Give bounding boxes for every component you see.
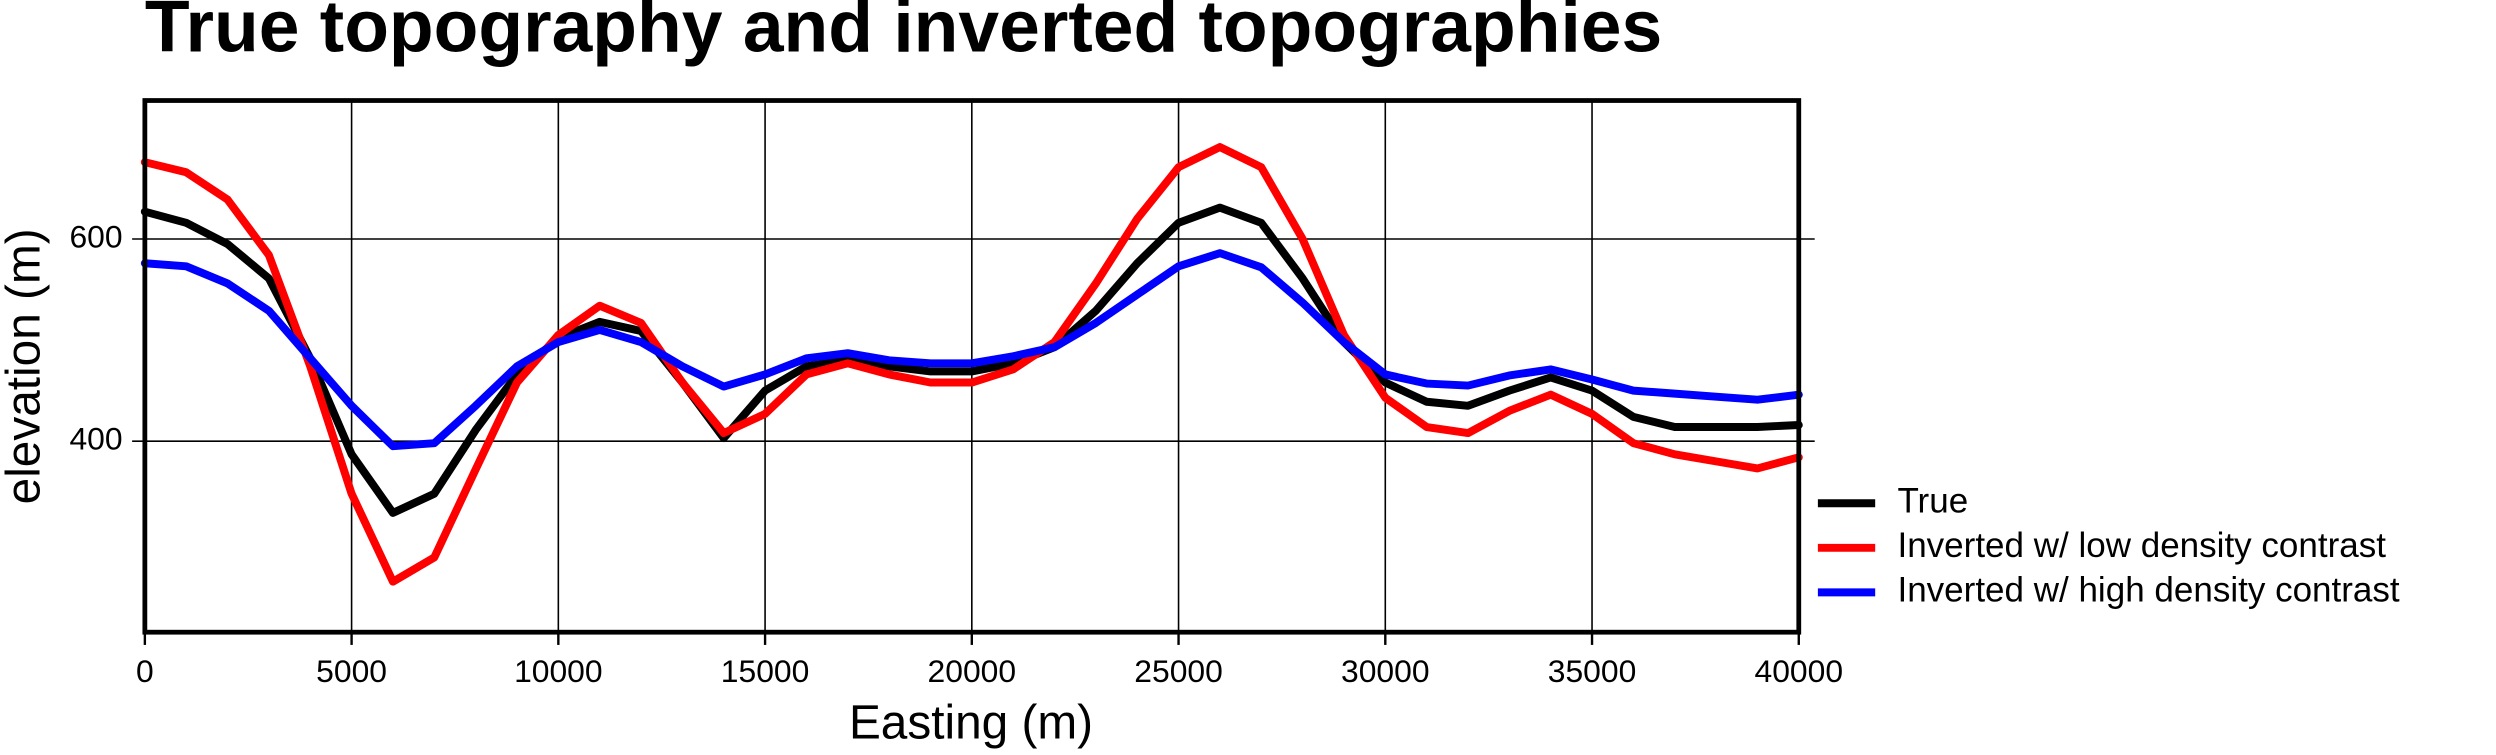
- plot-frame: [142, 98, 1802, 635]
- x-tick-label: 0: [136, 653, 154, 689]
- x-tick-label: 40000: [1755, 653, 1844, 689]
- chart-title: True topography and inverted topographie…: [145, 0, 1662, 67]
- y-axis-label: elevation (m): [0, 228, 51, 504]
- x-tick-label: 30000: [1341, 653, 1430, 689]
- line-series: [140, 143, 1803, 586]
- x-tick-label: 5000: [316, 653, 387, 689]
- y-tick-label: 600: [69, 218, 122, 254]
- x-tick-label: 10000: [514, 653, 603, 689]
- line-series: [140, 249, 1803, 451]
- legend-label: True: [1897, 482, 1968, 521]
- legend-label: Inverted w/ low density contrast: [1897, 526, 2386, 565]
- y-tick-label: 400: [69, 421, 122, 457]
- x-tick-label: 20000: [928, 653, 1017, 689]
- line-series: [140, 203, 1803, 517]
- x-tick-label: 15000: [721, 653, 810, 689]
- legend-label: Inverted w/ high density contrast: [1897, 571, 2399, 610]
- x-axis-label: Easting (m): [849, 697, 1093, 750]
- x-tick-label: 35000: [1548, 653, 1637, 689]
- x-tick-label: 25000: [1134, 653, 1223, 689]
